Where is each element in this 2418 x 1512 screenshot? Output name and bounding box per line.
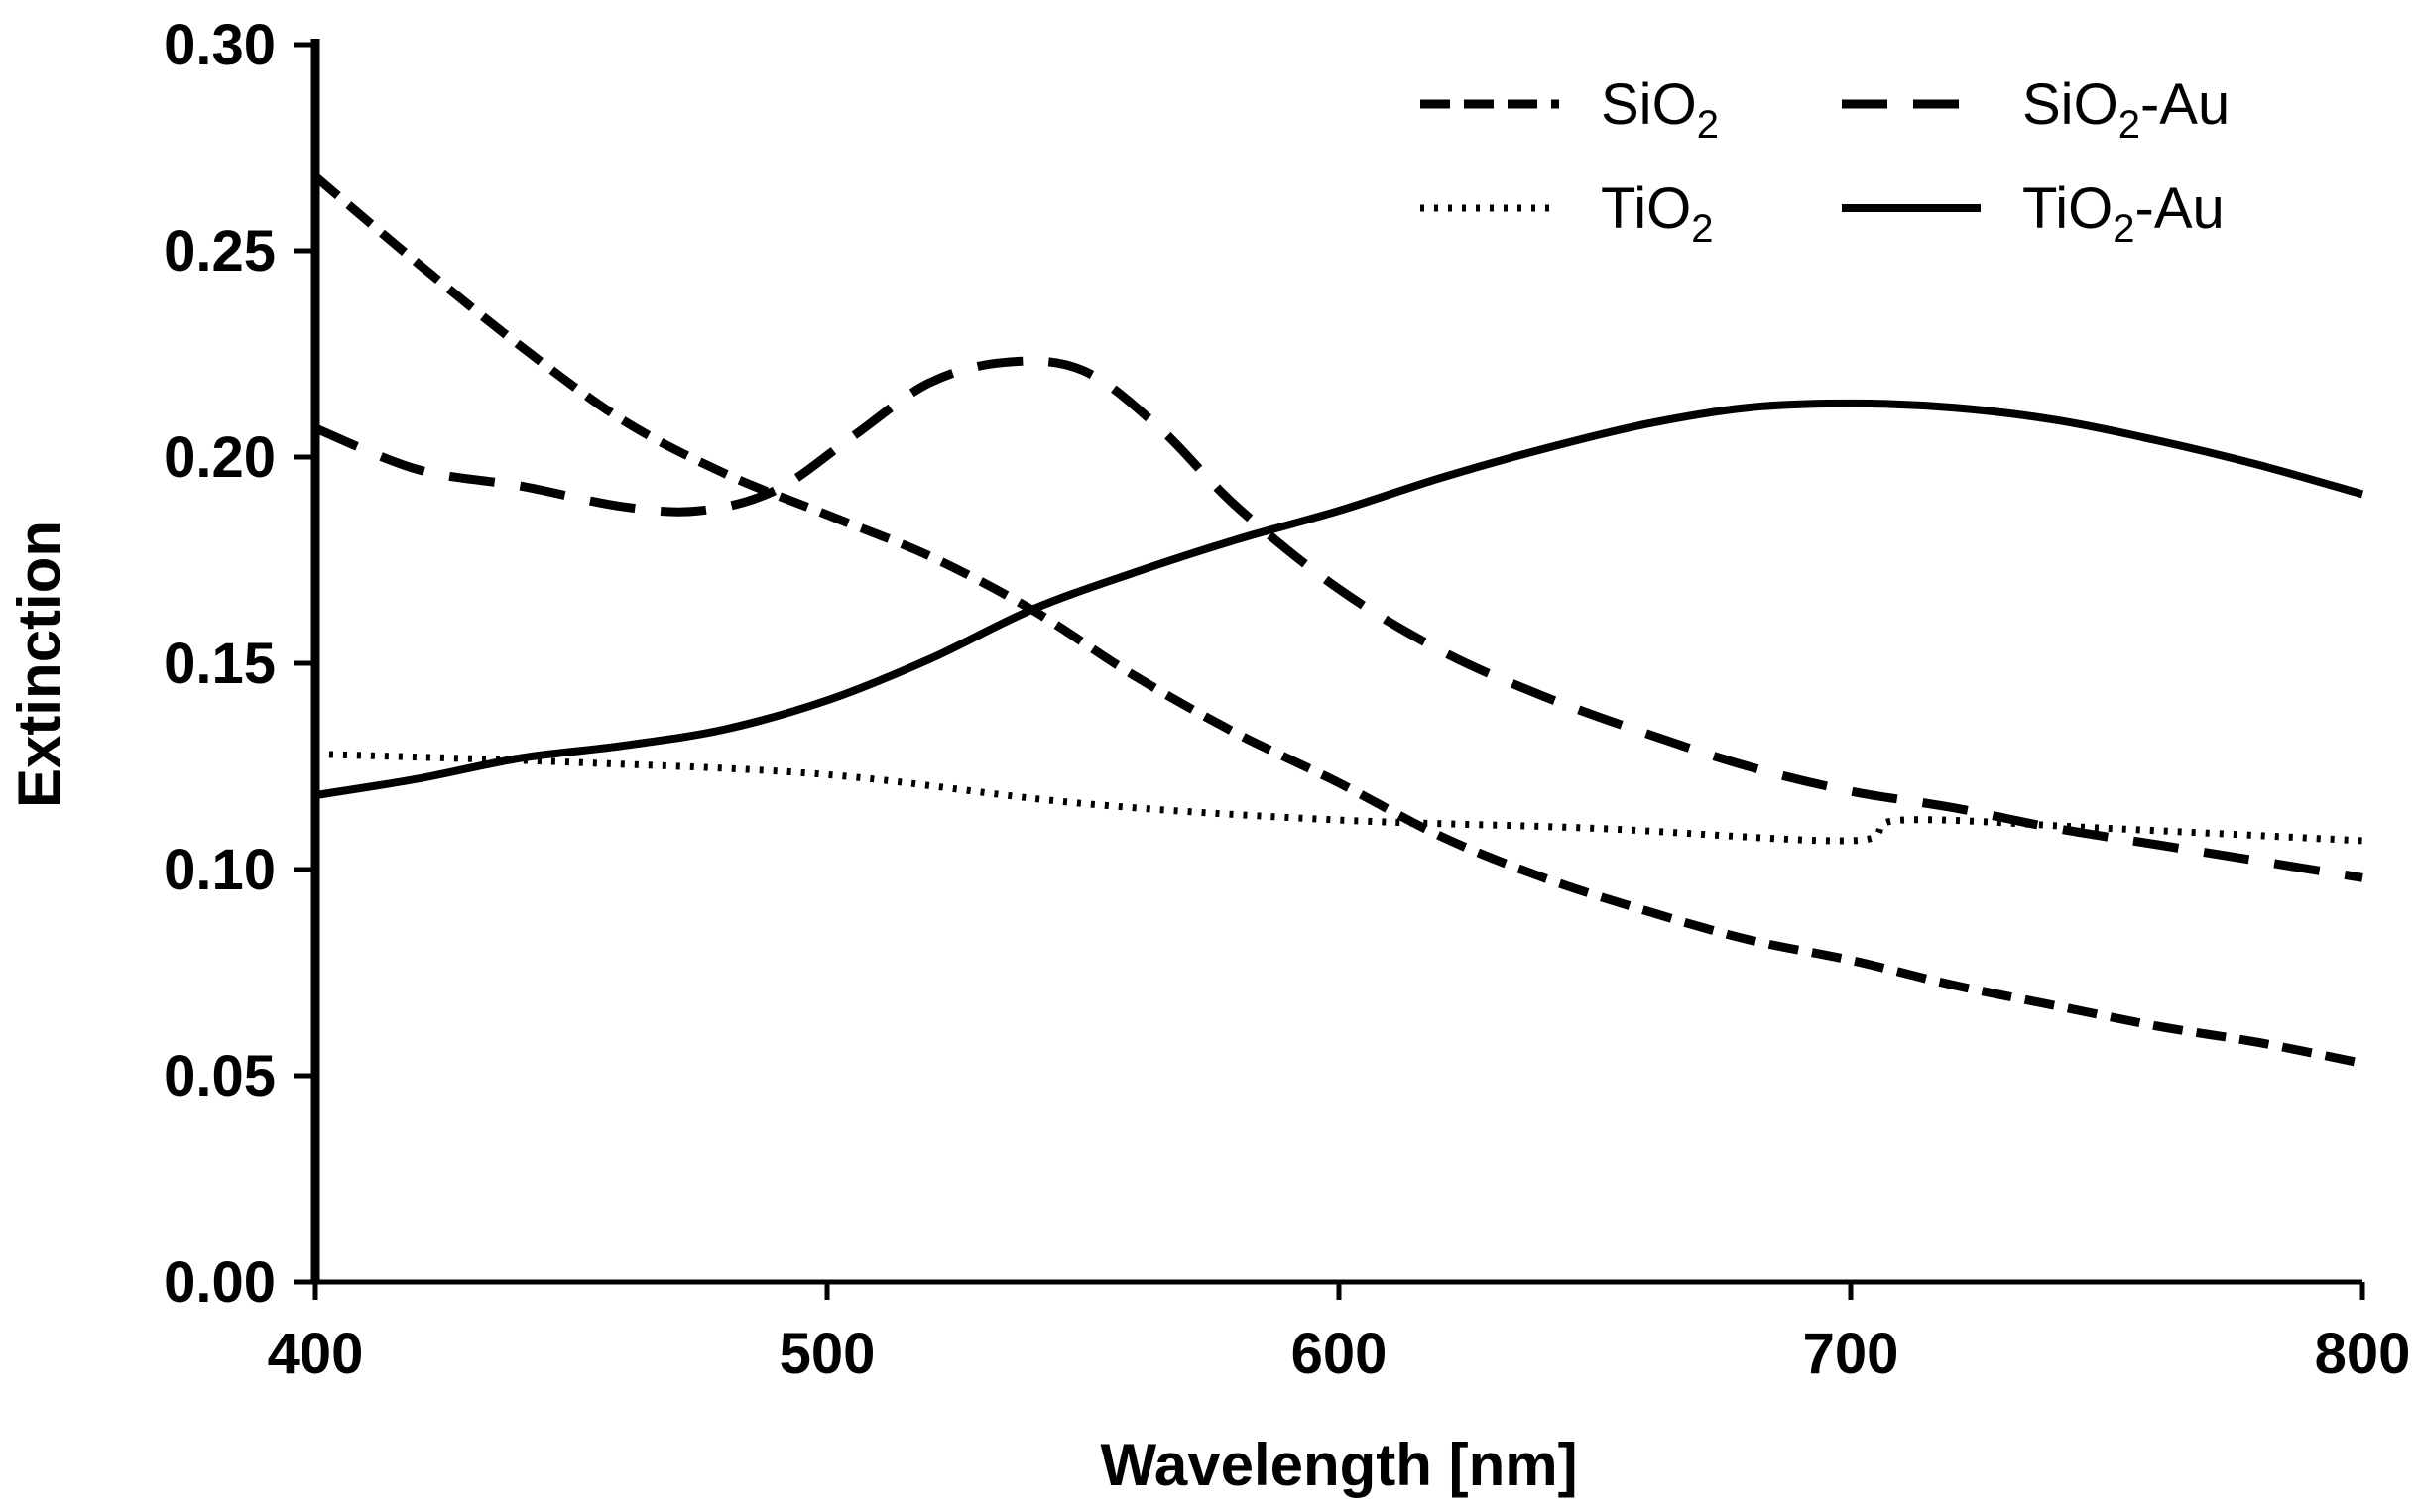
legend-label-tio2: TiO2 <box>1601 176 1714 251</box>
y-tick-label: 0.10 <box>164 838 276 902</box>
series-line-tio2-au <box>314 399 2364 800</box>
series-line-tio2 <box>314 751 2363 845</box>
x-axis-title: Wavelength [nm] <box>1100 1432 1577 1498</box>
y-axis-title: Extinction <box>6 521 72 808</box>
legend: SiO2 SiO2-Au TiO2 TiO2-Au <box>1420 72 2230 251</box>
x-tick-label: 500 <box>780 1322 876 1386</box>
y-tick-label: 0.20 <box>164 425 276 490</box>
x-axis-ticks: 400 500 600 700 800 <box>268 1282 2411 1386</box>
legend-label-sio2-au: SiO2-Au <box>2022 72 2230 147</box>
y-tick-label: 0.15 <box>164 632 276 696</box>
y-axis-ticks: 0.00 0.05 0.10 0.15 0.20 0.25 0.30 <box>164 13 315 1315</box>
y-tick-label: 0.25 <box>164 219 276 284</box>
x-tick-label: 400 <box>268 1322 364 1386</box>
y-tick-label: 0.05 <box>164 1044 276 1108</box>
series-line-sio2 <box>312 173 2363 1068</box>
series-line-sio2-au <box>313 356 2363 882</box>
legend-label-sio2: SiO2 <box>1601 72 1719 147</box>
y-tick-label: 0.30 <box>164 13 276 77</box>
x-tick-label: 700 <box>1803 1322 1899 1386</box>
legend-label-tio2-au: TiO2-Au <box>2022 176 2225 251</box>
x-tick-label: 600 <box>1291 1322 1388 1386</box>
x-tick-label: 800 <box>2315 1322 2411 1386</box>
y-tick-label: 0.00 <box>164 1250 276 1315</box>
series-layer <box>312 173 2364 1068</box>
